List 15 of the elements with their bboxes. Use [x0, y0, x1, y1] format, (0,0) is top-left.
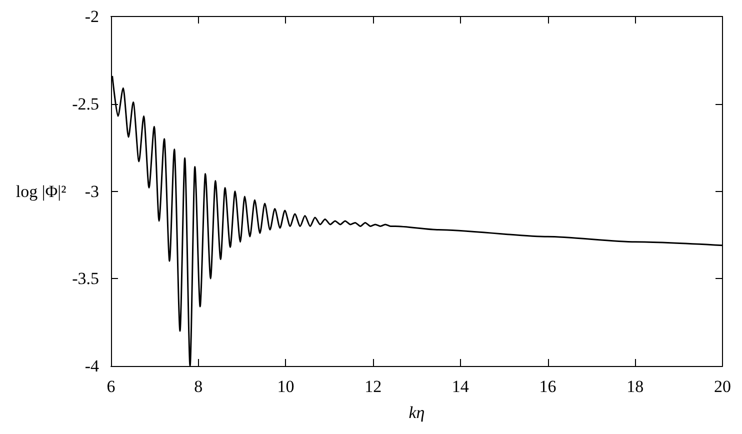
x-tick-label: 10 [277, 377, 294, 396]
x-tick-label: 8 [194, 377, 203, 396]
x-tick-label: 6 [106, 377, 116, 396]
y-tick-label: -3 [84, 182, 99, 201]
y-tick-label: -4 [84, 356, 100, 376]
x-tick-label: 18 [626, 377, 644, 396]
x-tick-label: 12 [364, 377, 382, 396]
y-axis-title: log |Φ|² [16, 182, 66, 201]
x-tick-label: 20 [714, 377, 731, 396]
x-tick-label: 14 [452, 377, 470, 396]
y-tick-label: -3.5 [72, 269, 99, 288]
x-axis-title: kη [408, 403, 425, 422]
y-tick-label: -2.5 [72, 94, 99, 114]
y-tick-label: -2 [84, 7, 99, 26]
x-tick-label: 16 [539, 377, 556, 396]
